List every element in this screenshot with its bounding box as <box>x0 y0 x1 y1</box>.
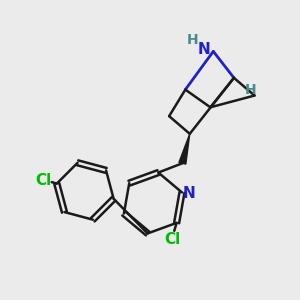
Text: H: H <box>244 83 256 97</box>
Text: H: H <box>186 33 198 47</box>
Polygon shape <box>179 134 190 164</box>
Text: N: N <box>197 42 210 57</box>
Text: N: N <box>183 186 196 201</box>
Text: Cl: Cl <box>164 232 180 247</box>
Text: Cl: Cl <box>35 173 52 188</box>
